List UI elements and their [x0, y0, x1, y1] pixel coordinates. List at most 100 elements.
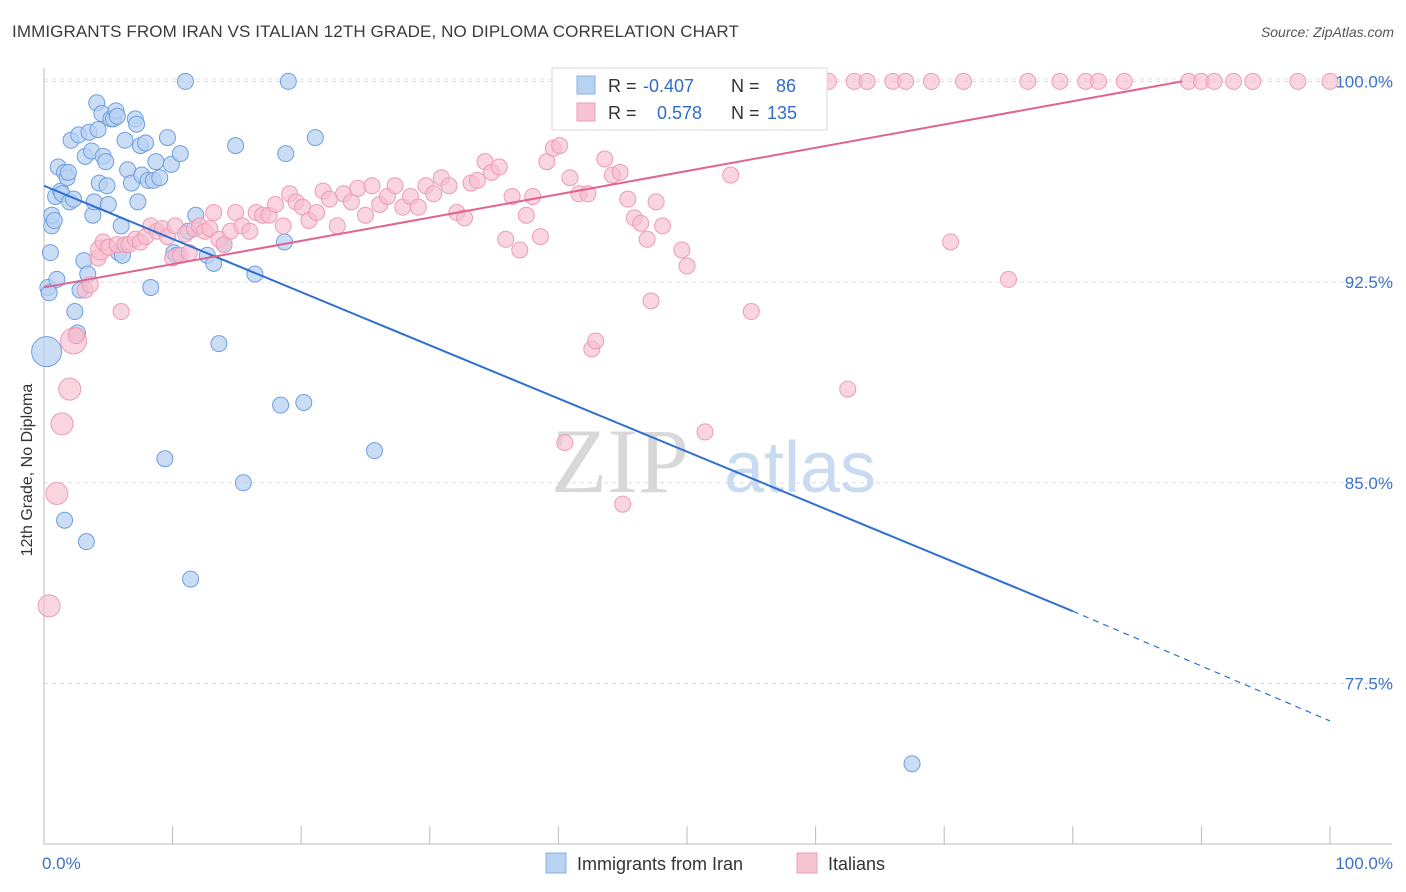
- italians-point: [642, 292, 660, 310]
- iran-point: [295, 393, 313, 411]
- gridlines: [44, 78, 1392, 684]
- stats-n-value-italians: 135: [767, 103, 797, 123]
- stats-swatch-iran: [576, 75, 596, 95]
- iran-point: [97, 153, 115, 171]
- italians-point: [386, 177, 404, 195]
- stats-n-label-italians: N =: [731, 103, 760, 123]
- iran-point: [234, 474, 252, 492]
- source-credit: Source: ZipAtlas.com: [1260, 24, 1394, 40]
- italians-point: [503, 187, 521, 205]
- italians-point: [58, 377, 82, 401]
- italians-point: [497, 230, 515, 248]
- italians-point: [587, 332, 605, 350]
- italians-point: [1225, 72, 1243, 90]
- italians-point: [897, 72, 915, 90]
- iran-point: [151, 169, 169, 187]
- italians-point: [274, 217, 292, 235]
- stats-r-value-iran: -0.407: [643, 76, 694, 96]
- iran-point: [306, 129, 324, 147]
- italians-point: [942, 233, 960, 251]
- italians-point: [67, 327, 85, 345]
- italians-point: [1289, 72, 1307, 90]
- watermark-atlas: atlas: [724, 428, 876, 508]
- italians-point: [320, 190, 338, 208]
- italians-point: [839, 380, 857, 398]
- iran-point: [129, 193, 147, 211]
- italians-point: [678, 257, 696, 275]
- italians-point: [1244, 72, 1262, 90]
- stats-swatch-italians: [576, 102, 596, 122]
- italians-trend-line: [43, 80, 1183, 289]
- italians-point: [50, 412, 74, 436]
- legend-swatch-iran: [545, 852, 567, 874]
- italians-point: [490, 158, 508, 176]
- series-iran-points: [31, 72, 921, 773]
- iran-point: [59, 163, 77, 181]
- italians-point: [45, 481, 69, 505]
- italians-point: [611, 163, 629, 181]
- iran-point: [128, 115, 146, 133]
- iran-point: [31, 336, 63, 368]
- italians-point: [511, 241, 529, 259]
- legend-label-iran: Immigrants from Iran: [577, 854, 743, 874]
- chart-title: IMMIGRANTS FROM IRAN VS ITALIAN 12TH GRA…: [12, 22, 739, 41]
- y-tick-label: 85.0%: [1345, 474, 1393, 493]
- iran-point: [137, 134, 155, 152]
- italians-point: [596, 150, 614, 168]
- italians-point: [357, 206, 374, 224]
- italians-point: [37, 594, 61, 618]
- iran-trend-line: [43, 184, 1074, 613]
- italians-point: [922, 72, 940, 90]
- italians-point: [638, 230, 656, 248]
- iran-point: [903, 755, 921, 773]
- y-tick-label: 92.5%: [1345, 273, 1393, 292]
- italians-point: [363, 177, 381, 195]
- italians-point: [468, 171, 486, 189]
- italians-point: [308, 204, 326, 222]
- iran-point: [366, 442, 384, 460]
- italians-point: [619, 190, 637, 208]
- y-tick-label: 77.5%: [1345, 674, 1393, 693]
- iran-point: [65, 190, 83, 208]
- italians-point: [696, 423, 714, 441]
- italians-point: [561, 169, 579, 187]
- iran-point: [272, 396, 290, 414]
- italians-point: [654, 217, 672, 235]
- italians-point: [517, 206, 535, 224]
- iran-point: [176, 72, 194, 90]
- italians-point: [556, 434, 574, 452]
- iran-trend-extension: [1072, 610, 1331, 722]
- italians-point: [1051, 72, 1069, 90]
- italians-point: [632, 214, 650, 232]
- iran-point: [142, 278, 160, 296]
- italians-point: [1321, 72, 1339, 90]
- italians-point: [1205, 72, 1223, 90]
- italians-point: [647, 193, 665, 211]
- iran-point: [246, 265, 264, 283]
- iran-point: [158, 129, 176, 147]
- italians-point: [1115, 72, 1133, 90]
- iran-point: [277, 145, 295, 163]
- iran-point: [227, 137, 245, 155]
- italians-point: [742, 303, 760, 321]
- italians-point: [180, 244, 198, 262]
- italians-point: [112, 303, 130, 321]
- stats-r-value-italians: 0.578: [657, 103, 702, 123]
- series-italians-points: [37, 72, 1339, 618]
- italians-point: [551, 137, 569, 155]
- watermark: ZIP atlas: [551, 410, 876, 512]
- italians-point: [614, 495, 632, 513]
- iran-point: [66, 303, 84, 321]
- italians-point: [241, 222, 259, 240]
- italians-point: [722, 166, 740, 184]
- italians-point: [205, 204, 223, 222]
- axes: [43, 68, 1392, 845]
- italians-point: [440, 177, 458, 195]
- italians-point: [349, 179, 367, 197]
- italians-point: [328, 217, 346, 235]
- x-tick-label: 0.0%: [42, 854, 81, 873]
- iran-point: [116, 131, 134, 149]
- iran-point: [41, 244, 59, 262]
- iran-point: [89, 121, 107, 139]
